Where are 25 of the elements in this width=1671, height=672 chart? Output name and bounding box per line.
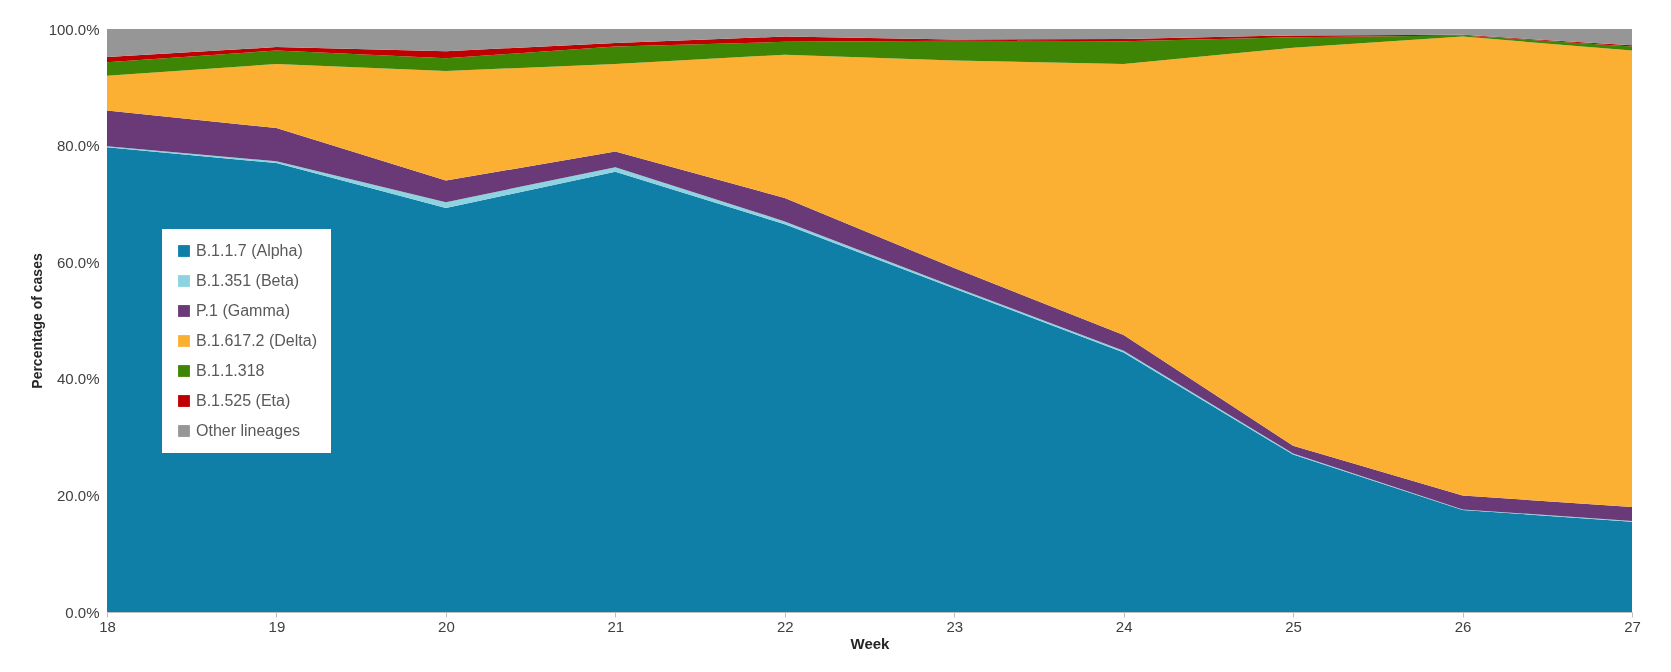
legend-label: P.1 (Gamma) bbox=[196, 302, 290, 319]
x-tick-label: 20 bbox=[438, 617, 455, 635]
x-axis-title: Week bbox=[850, 634, 891, 652]
x-tick-label: 22 bbox=[776, 617, 794, 635]
x-tick-label: 21 bbox=[607, 617, 625, 635]
x-tick-label: 26 bbox=[1454, 617, 1472, 635]
y-tick-label: 100.0% bbox=[48, 20, 100, 38]
y-tick-label: 40.0% bbox=[56, 370, 100, 388]
y-tick-label: 0.0% bbox=[65, 603, 100, 621]
legend-label: B.1.351 (Beta) bbox=[196, 272, 300, 289]
y-tick-label: 60.0% bbox=[56, 253, 100, 271]
legend-label: Other lineages bbox=[196, 422, 301, 439]
x-tick-label: 19 bbox=[268, 617, 286, 635]
legend-label: B.1.617.2 (Delta) bbox=[196, 332, 317, 349]
x-tick-label: 24 bbox=[1115, 617, 1133, 635]
y-tick-label: 20.0% bbox=[56, 486, 100, 504]
x-tick-label: 27 bbox=[1624, 617, 1641, 635]
x-tick-label: 23 bbox=[946, 617, 964, 635]
legend-label: B.1.525 (Eta) bbox=[196, 392, 291, 409]
legend-label: B.1.1.7 (Alpha) bbox=[196, 242, 303, 259]
y-axis-title: Percentage of cases bbox=[28, 253, 45, 389]
legend-label: B.1.1.318 bbox=[196, 362, 265, 379]
x-tick-label: 18 bbox=[99, 617, 116, 635]
y-tick-label: 80.0% bbox=[56, 137, 100, 155]
x-tick-label: 25 bbox=[1285, 617, 1302, 635]
